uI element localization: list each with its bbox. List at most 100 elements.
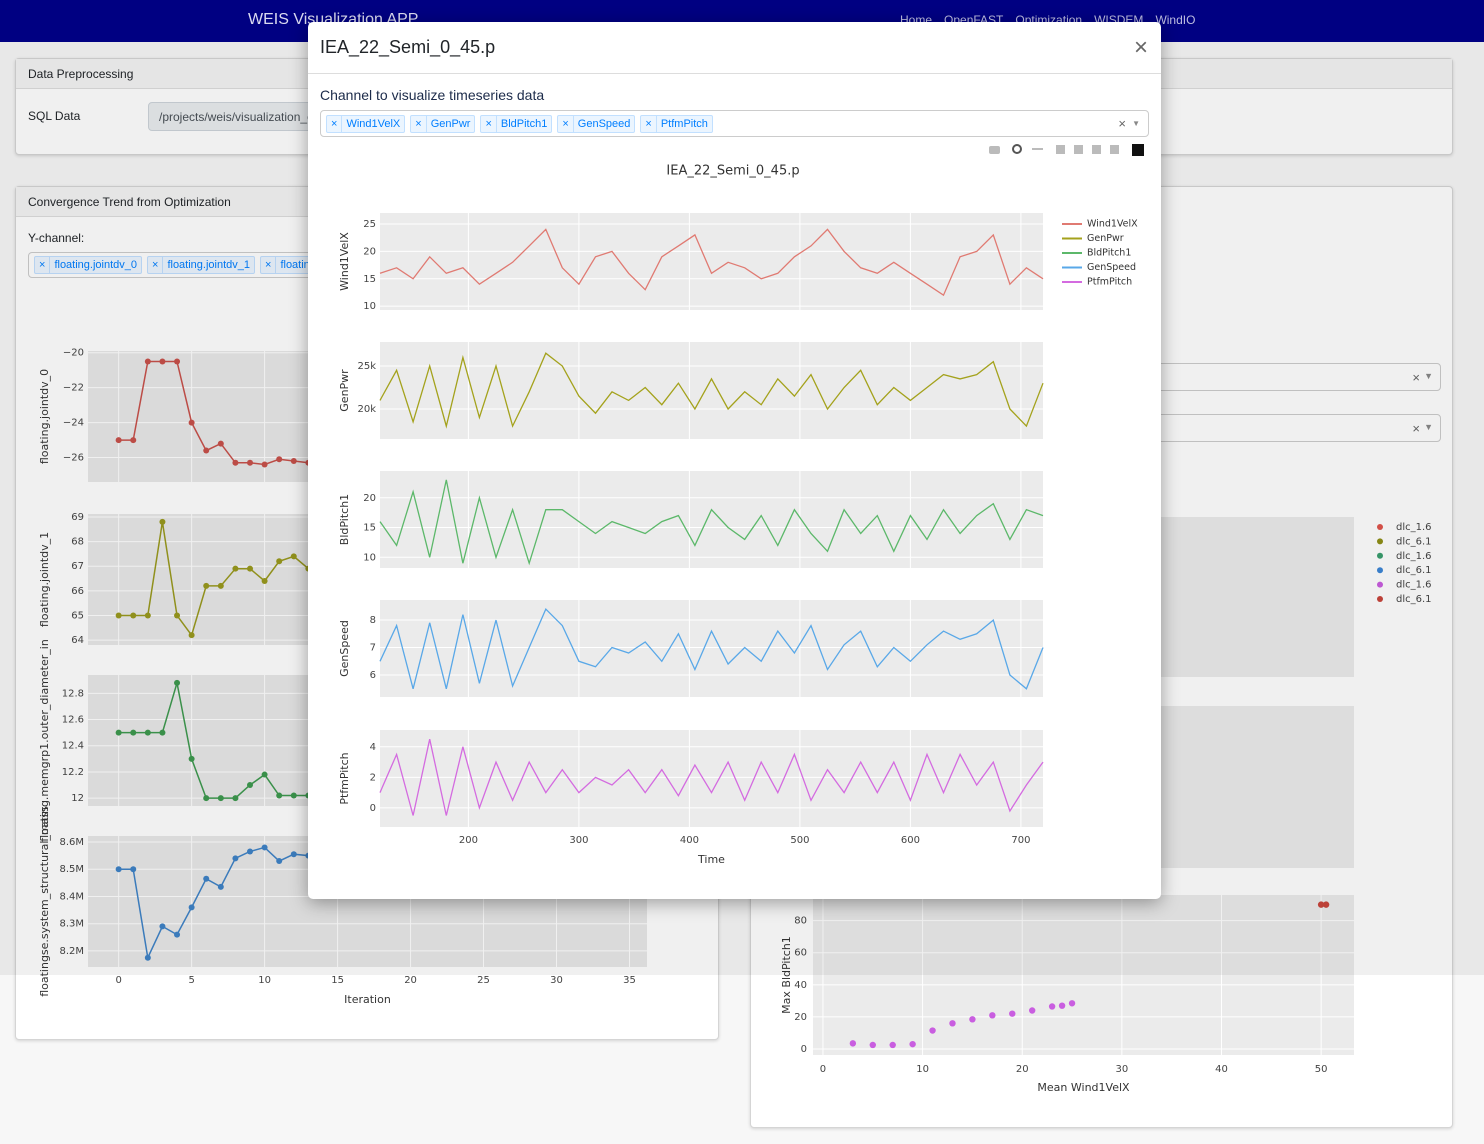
data-point <box>261 771 268 778</box>
y-tick-label: 7 <box>370 643 376 654</box>
modebar-button[interactable] <box>1012 144 1022 154</box>
data-point <box>188 755 195 762</box>
legend-label: dlc_6.1 <box>1396 536 1432 547</box>
legend-label: dlc_1.6 <box>1396 522 1432 533</box>
divider <box>308 73 1161 74</box>
y-tick-label: 20 <box>794 1012 807 1023</box>
data-point <box>174 679 181 686</box>
x-tick-label: 10 <box>258 975 271 986</box>
close-button[interactable]: × <box>1134 34 1149 61</box>
x-tick-label: 50 <box>1315 1064 1328 1075</box>
y-tick-label: 12.2 <box>62 767 84 778</box>
data-point <box>247 848 254 855</box>
y-tick-label: 10 <box>363 552 376 563</box>
data-point <box>290 458 297 465</box>
data-point <box>144 358 151 365</box>
y-tick-label: 8.2M <box>59 946 84 957</box>
chip-label: floating.jointdv_0 <box>54 259 137 271</box>
y-tick-label: 64 <box>71 635 84 646</box>
legend-marker <box>1377 552 1383 559</box>
y-tick-label: 12.6 <box>62 715 84 726</box>
chip[interactable]: × Wind1VelX <box>326 114 406 133</box>
chip[interactable]: × PtfmPitch <box>640 114 713 133</box>
x-tick-label: 20 <box>404 975 417 986</box>
chip[interactable]: × GenSpeed <box>557 114 636 133</box>
y-tick-label: 8.4M <box>59 891 84 902</box>
chip-label: BldPitch1 <box>500 117 548 130</box>
channel-label: Channel to visualize timeseries data <box>320 87 545 103</box>
modebar-button[interactable] <box>1032 148 1043 150</box>
y-axis-label: PtfmPitch <box>338 752 351 804</box>
x-tick-label: 25 <box>477 975 490 986</box>
y-tick-label: −26 <box>63 453 84 464</box>
data-point <box>130 612 137 619</box>
nav-link[interactable]: WindIO <box>1155 13 1196 27</box>
data-point <box>232 795 239 802</box>
data-point <box>276 558 283 565</box>
data-point <box>849 1040 857 1047</box>
legend-label: dlc_1.6 <box>1396 580 1432 591</box>
chip-label: floating.jointdv_1 <box>167 259 250 271</box>
y-axis-label: floatingse.system_structural_mass <box>38 806 51 997</box>
timeseries-chart: IEA_22_Semi_0_45.p10152025Wind1VelX20k25… <box>338 144 1144 866</box>
x-axis-label: Mean Wind1VelX <box>1037 1081 1130 1094</box>
y-tick-label: 8 <box>370 615 376 626</box>
data-point <box>115 729 122 736</box>
y-tick-label: 15 <box>363 523 376 534</box>
data-point <box>276 456 283 463</box>
chip[interactable]: × floating.jointdv_0 <box>34 256 142 274</box>
data-point <box>247 782 254 789</box>
modebar-button[interactable] <box>989 146 1000 154</box>
series-line <box>379 739 1044 816</box>
modebar-button[interactable] <box>1110 145 1119 154</box>
y-axis-label: BldPitch1 <box>338 494 351 545</box>
chip[interactable]: × GenPwr <box>410 114 476 133</box>
y-tick-label: 10 <box>363 301 376 312</box>
legend-label: BldPitch1 <box>1087 248 1131 259</box>
data-point <box>203 875 210 882</box>
data-point <box>217 582 224 589</box>
data-point <box>188 419 195 426</box>
ychannel-label: Y-channel: <box>28 231 85 245</box>
series-line <box>379 607 1044 690</box>
legend-label: dlc_6.1 <box>1396 594 1432 605</box>
y-tick-label: 6 <box>370 670 376 681</box>
data-point <box>889 1041 896 1049</box>
modebar-button[interactable] <box>1056 145 1065 154</box>
y-tick-label: 40 <box>794 980 807 991</box>
data-point <box>174 612 181 619</box>
plot-background <box>380 342 1043 439</box>
legend-label: PtfmPitch <box>1087 277 1132 288</box>
chip[interactable]: × BldPitch1 <box>480 114 553 133</box>
data-point <box>290 851 297 858</box>
data-point <box>929 1027 936 1034</box>
data-point <box>188 904 195 911</box>
modebar-button[interactable] <box>1074 145 1083 154</box>
y-tick-label: 65 <box>71 610 84 621</box>
data-point <box>232 565 239 572</box>
data-point <box>174 358 181 365</box>
channel-select[interactable]: × Wind1VelX × GenPwr × BldPitch1 × GenSpeed … <box>320 110 1149 137</box>
y-axis-label: floating.memgrp1.outer_diameter_in <box>38 639 51 842</box>
x-tick-label: 40 <box>1215 1064 1228 1075</box>
data-point <box>203 447 210 454</box>
modebar-logo[interactable] <box>1132 144 1144 156</box>
x-tick-label: 10 <box>916 1064 929 1075</box>
y-tick-label: 20 <box>363 246 376 257</box>
modebar-button[interactable] <box>1092 145 1101 154</box>
data-point <box>247 565 254 572</box>
x-tick-label: 500 <box>790 835 809 846</box>
chip[interactable]: × floating.jointdv_1 <box>147 256 255 274</box>
modal-title: IEA_22_Semi_0_45.p <box>320 37 496 57</box>
data-point <box>115 612 122 619</box>
x-tick-label: 200 <box>459 835 478 846</box>
data-point <box>290 792 297 799</box>
data-point <box>203 582 210 589</box>
data-point <box>144 612 151 619</box>
x-tick-label: 0 <box>115 975 121 986</box>
data-point <box>159 729 166 736</box>
y-axis-label: floating.jointdv_1 <box>38 532 51 627</box>
plot-background <box>380 730 1043 827</box>
chip-label: Wind1VelX <box>346 117 401 130</box>
